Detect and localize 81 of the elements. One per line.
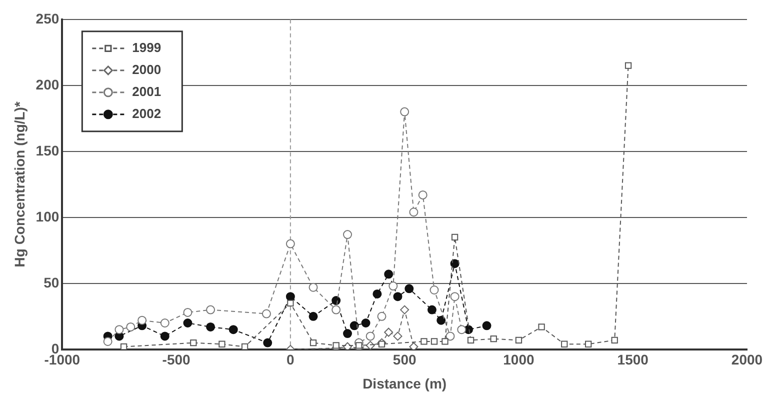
y-tick-label: 50: [44, 274, 60, 290]
point: [190, 339, 197, 346]
point: [160, 332, 170, 341]
legend-label: 2002: [132, 106, 162, 121]
point: [343, 329, 352, 338]
y-tick-label: 150: [36, 142, 60, 158]
point: [515, 336, 522, 344]
point: [404, 284, 414, 294]
y-tick-label: 250: [36, 10, 60, 26]
point: [262, 309, 271, 318]
point: [120, 343, 128, 350]
point: [343, 342, 352, 350]
point: [409, 342, 418, 350]
point: [308, 312, 318, 321]
point: [418, 190, 428, 200]
point: [372, 289, 382, 298]
y-tick-label: 200: [36, 76, 60, 92]
point: [430, 338, 438, 345]
point: [366, 332, 375, 341]
point: [206, 305, 216, 314]
point: [377, 312, 386, 321]
point: [446, 332, 455, 341]
x-tick-label: 0: [286, 352, 295, 368]
point: [361, 318, 370, 328]
point: [451, 234, 458, 241]
point: [427, 305, 436, 314]
point: [343, 230, 352, 240]
point: [409, 208, 418, 217]
point: [206, 322, 216, 332]
point: [183, 308, 192, 317]
point: [467, 336, 474, 344]
point: [218, 340, 226, 348]
point: [538, 324, 545, 330]
legend-label: 1999: [132, 40, 162, 55]
point: [350, 321, 359, 330]
y-tick-label: 100: [36, 208, 60, 224]
point: [393, 332, 402, 341]
point: [332, 305, 341, 314]
point: [388, 282, 398, 291]
point: [287, 300, 294, 307]
point: [393, 292, 402, 302]
legend-label: 2000: [132, 62, 162, 77]
point: [286, 239, 295, 248]
point: [126, 322, 136, 332]
point: [263, 338, 272, 348]
point: [103, 336, 112, 346]
x-tick-label: 1500: [617, 352, 649, 368]
point: [561, 340, 568, 348]
point: [384, 328, 394, 337]
point: [183, 318, 192, 328]
y-tick-label: 0: [51, 340, 60, 356]
point: [138, 316, 147, 325]
x-tick-label: 2000: [731, 352, 763, 368]
point: [450, 292, 460, 302]
x-tick-label: 500: [392, 352, 416, 368]
point: [160, 318, 170, 328]
point: [384, 270, 394, 279]
point: [436, 316, 446, 325]
legend-label: 2001: [132, 84, 162, 99]
x-tick-label: 1000: [503, 352, 534, 368]
x-axis-title: Distance (m): [362, 375, 447, 392]
y-axis-title: Hg Concentration (ng/L)*: [11, 101, 28, 268]
point: [490, 336, 497, 342]
point: [611, 336, 618, 344]
point: [482, 321, 492, 330]
point: [228, 325, 238, 334]
x-tick-label: -500: [162, 352, 191, 368]
point: [114, 325, 124, 334]
point: [585, 340, 592, 348]
point: [420, 338, 428, 345]
point: [457, 325, 466, 334]
point: [400, 107, 410, 116]
point: [430, 286, 439, 294]
point: [378, 340, 386, 348]
point: [624, 62, 632, 69]
point: [308, 282, 318, 292]
point: [310, 339, 317, 346]
point: [442, 338, 448, 345]
point: [332, 296, 341, 306]
point: [400, 305, 410, 314]
point: [241, 343, 248, 350]
